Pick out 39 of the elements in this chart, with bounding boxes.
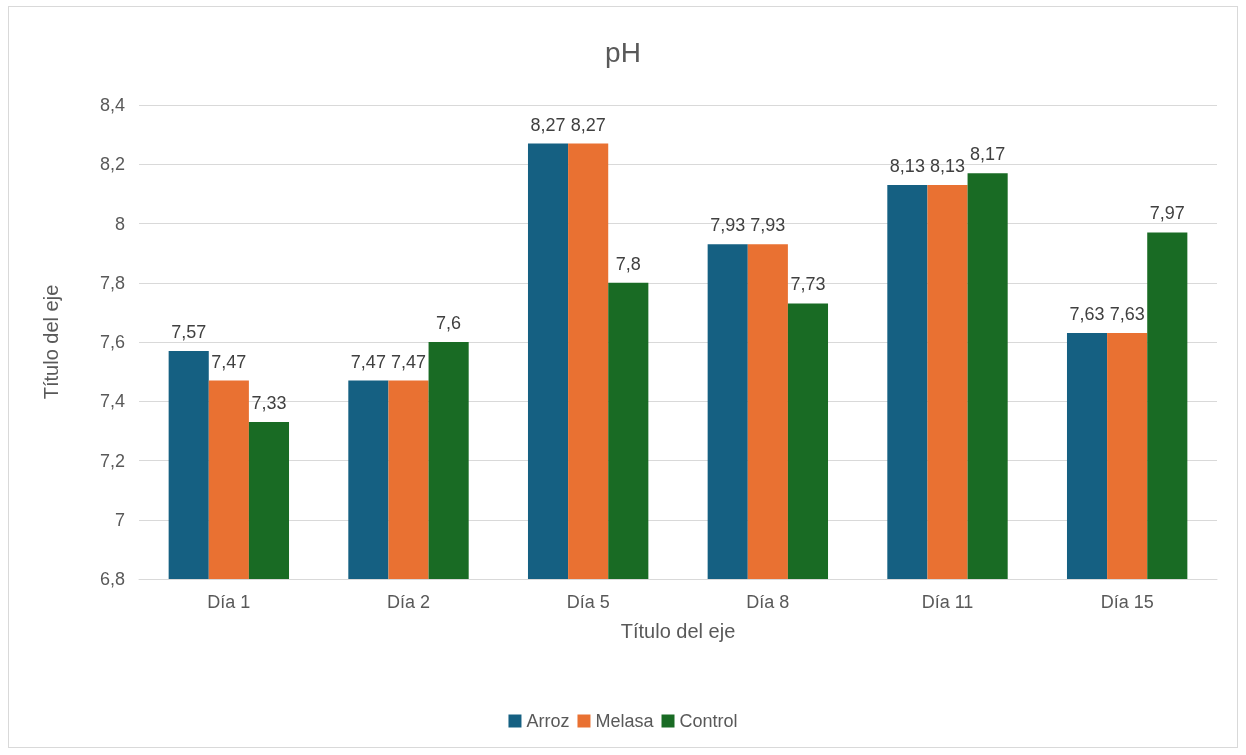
data-label: 8,13	[889, 155, 925, 176]
data-label: 7,93	[710, 215, 746, 236]
data-label: 7,47	[390, 351, 427, 372]
x-tick-label: Día 8	[746, 592, 790, 612]
y-tick-label: 7,4	[99, 391, 125, 412]
data-label: 7,93	[750, 215, 786, 236]
data-label: 7,8	[615, 253, 641, 274]
y-tick-label: 7,6	[99, 332, 125, 352]
x-tick-label: Día 1	[207, 592, 251, 612]
data-label: 7,33	[251, 392, 287, 413]
chart-title: pH	[605, 36, 641, 68]
y-tick-label: 8,2	[99, 154, 125, 175]
x-tick-label: Día 15	[1100, 592, 1154, 612]
data-label: 7,97	[1149, 203, 1185, 224]
x-tick-label: Día 2	[386, 592, 431, 612]
y-tick-label: 8	[114, 213, 125, 234]
y-tick-label: 7,2	[99, 450, 125, 471]
y-tick-label: 8,4	[99, 95, 125, 115]
x-axis-title: Título del eje	[620, 620, 736, 642]
y-tick-label: 7,8	[99, 272, 125, 293]
data-label: 7,63	[1109, 304, 1145, 325]
data-label: 7,73	[790, 274, 826, 295]
data-label: 7,47	[211, 351, 247, 372]
data-label: 7,47	[350, 351, 386, 372]
data-label: 8,17	[970, 144, 1006, 165]
x-tick-label: Día 11	[921, 592, 974, 612]
legend-label: Melasa	[595, 711, 655, 731]
y-tick-label: 6,8	[99, 569, 125, 589]
x-tick-label: Día 5	[566, 592, 610, 612]
y-axis-title: Título del eje	[40, 284, 62, 400]
legend-label: Arroz	[526, 711, 570, 731]
data-label: 8,27	[570, 114, 606, 135]
data-label: 8,27	[530, 114, 566, 135]
y-tick-label: 7	[114, 509, 125, 530]
data-label: 7,57	[171, 321, 207, 342]
data-label: 8,13	[929, 155, 966, 176]
legend-label: Control	[679, 711, 738, 731]
data-label: 7,6	[436, 313, 462, 333]
data-label: 7,63	[1069, 304, 1105, 325]
